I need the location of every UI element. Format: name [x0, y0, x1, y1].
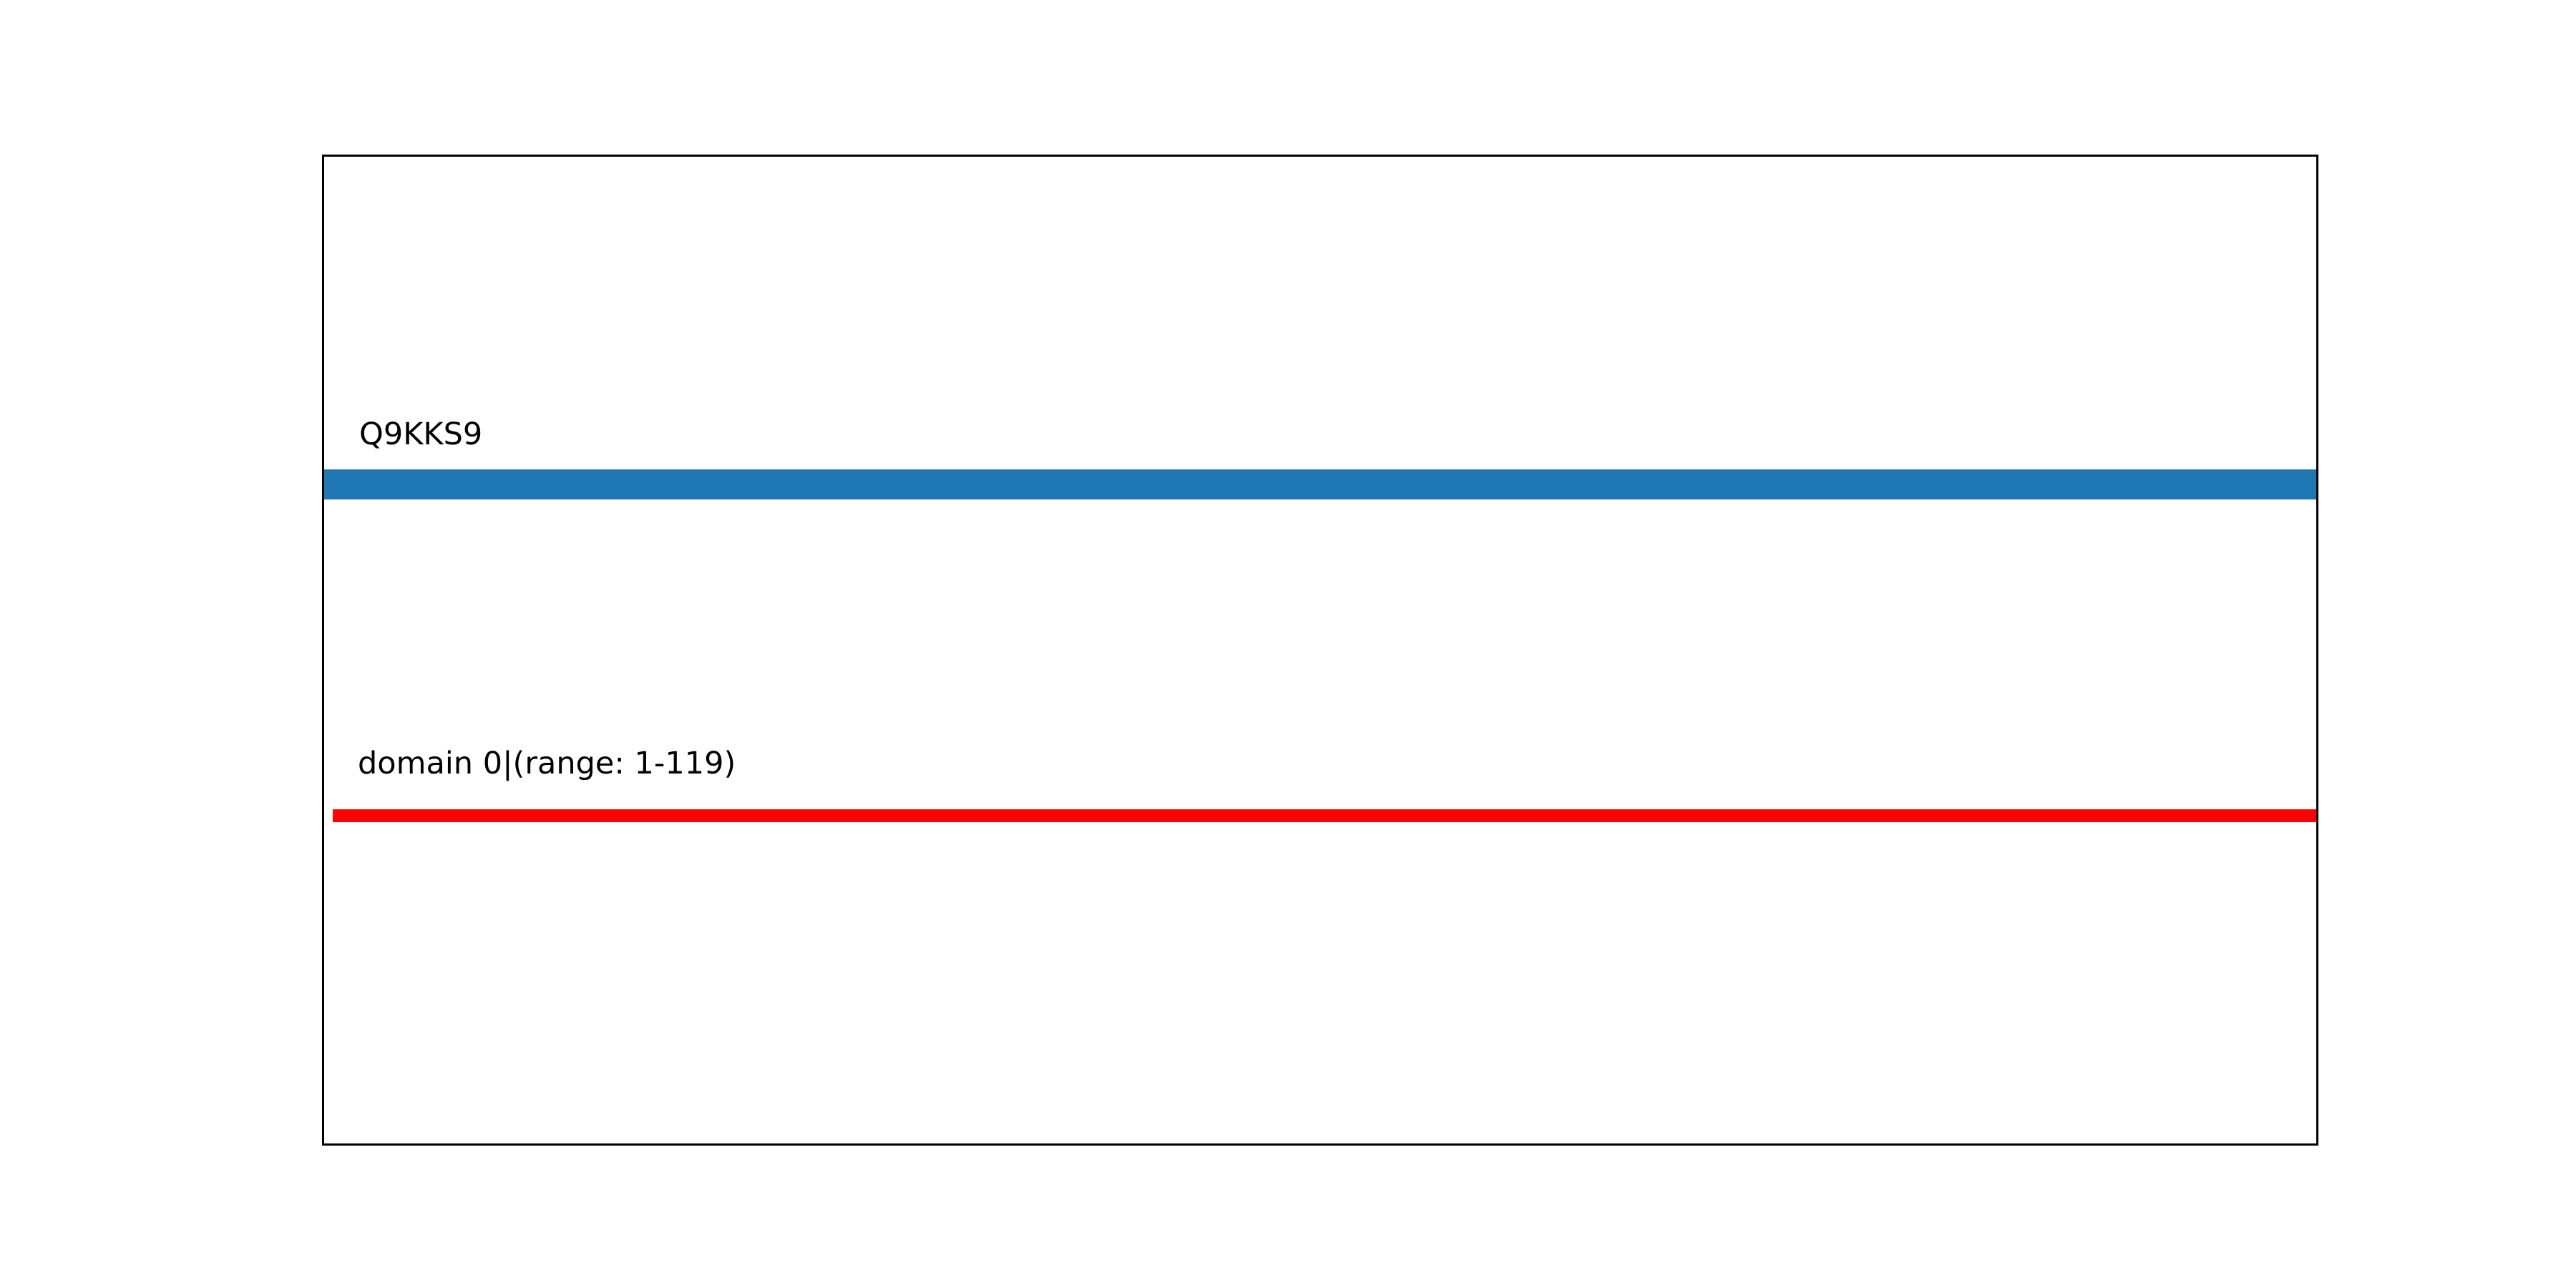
domain-range-label: domain 0|(range: 1-119)	[358, 746, 736, 781]
domain-span-line	[333, 809, 2316, 822]
protein-accession-label: Q9KKS9	[359, 416, 483, 452]
plot-area: Q9KKS9 domain 0|(range: 1-119)	[322, 155, 2318, 1146]
protein-span-bar	[324, 469, 2316, 499]
